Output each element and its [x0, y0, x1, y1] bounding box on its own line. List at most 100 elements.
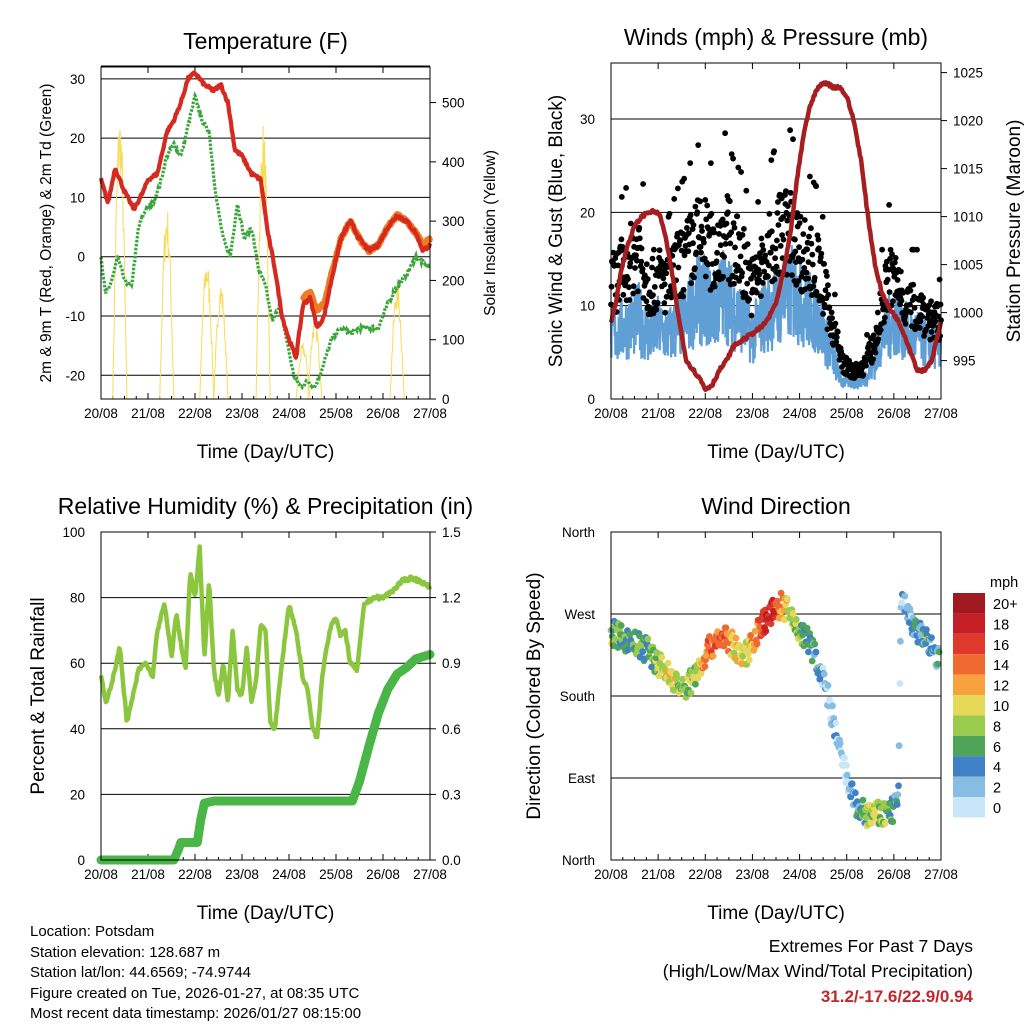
gust-point — [832, 291, 838, 298]
direction-point — [881, 819, 889, 827]
x-tick-label: 21/08 — [131, 867, 165, 882]
solar-insolation-line — [112, 129, 128, 400]
x-tick-label: 20/08 — [84, 406, 118, 421]
gust-point — [615, 262, 621, 269]
gust-point — [772, 245, 779, 252]
gust-point — [741, 226, 747, 232]
gust-point — [653, 306, 660, 313]
legend-label: 2 — [993, 781, 1001, 797]
x-tick-label: 24/08 — [783, 406, 817, 421]
y2-tick-label: 300 — [442, 214, 465, 229]
gust-point — [728, 151, 735, 158]
relative-humidity-line — [98, 544, 433, 740]
x-tick-label: 23/08 — [225, 406, 259, 421]
gust-point — [705, 261, 711, 268]
temperature-chart: 20/08 21/08 22/08 23/08 24/08 25/08 26/08 27/08… — [38, 28, 499, 463]
gust-point — [806, 233, 812, 240]
gust-point — [755, 266, 762, 273]
chart-title: Wind Direction — [701, 493, 851, 519]
y-tick-label: 10 — [580, 299, 595, 314]
gust-point — [928, 329, 935, 335]
gust-point — [681, 175, 687, 182]
gust-point — [795, 278, 802, 284]
x-tick-label: 26/08 — [877, 406, 911, 421]
direction-point — [679, 675, 687, 683]
gust-point — [722, 241, 729, 247]
direction-point — [732, 634, 740, 642]
gust-point — [734, 213, 741, 220]
gust-point — [722, 130, 728, 137]
plot-frame — [100, 66, 431, 400]
gust-point — [756, 271, 763, 278]
gust-point — [900, 289, 907, 296]
gust-point — [760, 247, 767, 253]
gust-point — [737, 253, 744, 260]
gust-point — [744, 280, 751, 287]
y2-tick-label: 1000 — [953, 306, 983, 321]
gust-point — [632, 265, 638, 271]
gust-point — [815, 236, 822, 243]
gust-point — [801, 217, 808, 223]
x-tick-label: 25/08 — [830, 867, 864, 882]
gust-point — [920, 294, 926, 301]
gust-point — [927, 318, 934, 324]
gust-point — [792, 236, 798, 243]
solar-insolation-line — [295, 341, 311, 400]
gust-point — [732, 244, 738, 251]
gust-point — [661, 300, 668, 306]
gust-point — [704, 202, 711, 209]
gust-point — [768, 157, 775, 164]
x-tick-label: 26/08 — [877, 867, 911, 882]
gust-point — [636, 235, 643, 242]
chart-title: Relative Humidity (%) & Precipitation (i… — [58, 493, 473, 519]
legend-label: 10 — [993, 699, 1009, 715]
gust-point — [643, 298, 650, 305]
gust-point — [819, 213, 826, 220]
legend-swatch — [953, 593, 985, 614]
y2-tick-label: 1005 — [953, 258, 983, 273]
gust-point — [800, 231, 807, 238]
y2-tick-label: 1.2 — [442, 591, 461, 606]
gust-point — [820, 311, 826, 317]
x-tick-label: 25/08 — [830, 406, 864, 421]
y-tick-label: 10 — [70, 190, 85, 205]
gust-point — [860, 372, 867, 378]
gust-point — [720, 273, 727, 280]
gust-point — [863, 362, 869, 369]
extremes-title: Extremes For Past 7 Days — [768, 936, 973, 956]
direction-point — [812, 648, 820, 656]
gust-point — [814, 232, 821, 239]
gust-point — [723, 220, 730, 227]
gust-point — [695, 142, 702, 149]
direction-point — [829, 702, 836, 710]
gust-point — [726, 198, 733, 205]
gust-point — [874, 309, 881, 316]
gust-point — [808, 225, 814, 232]
direction-point — [617, 622, 625, 629]
gust-point — [898, 268, 904, 275]
gust-point — [809, 251, 816, 258]
gust-point — [753, 289, 760, 296]
legend-swatch — [953, 776, 985, 797]
solar-insolation-line — [159, 211, 175, 400]
y-tick-label: 20 — [70, 131, 85, 146]
direction-point — [658, 654, 666, 661]
gust-point — [775, 222, 782, 228]
legend-swatch — [953, 633, 985, 655]
direction-point — [784, 595, 791, 603]
gust-point — [822, 287, 829, 294]
direction-point — [836, 740, 844, 747]
direction-point — [893, 801, 901, 808]
gust-point — [630, 283, 637, 290]
x-tick-label: 24/08 — [272, 406, 306, 421]
gust-point — [693, 249, 700, 256]
gust-point — [660, 275, 667, 282]
x-axis-label: Time (Day/UTC) — [707, 903, 845, 924]
gust-point — [687, 160, 694, 167]
gust-point — [803, 269, 810, 276]
extremes-block: Extremes For Past 7 Days (High/Low/Max W… — [663, 934, 973, 1009]
gust-point — [675, 185, 681, 192]
gust-point — [638, 258, 645, 265]
y-tick-label: 0 — [77, 853, 85, 868]
direction-point — [811, 640, 819, 648]
